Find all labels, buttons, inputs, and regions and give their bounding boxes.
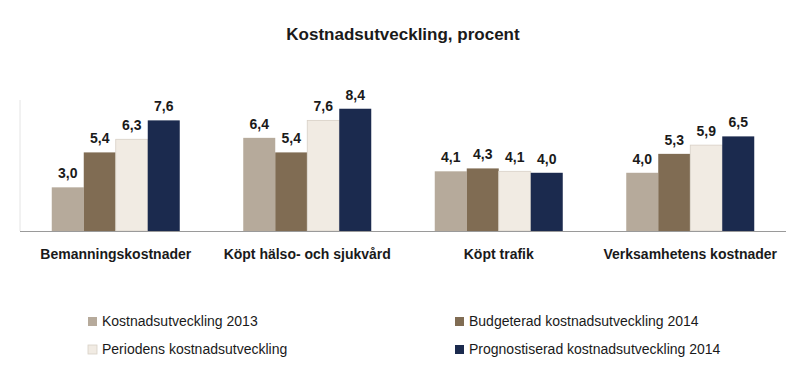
data-label: 5,4 xyxy=(90,130,110,146)
bar xyxy=(499,171,531,231)
category-axis-line xyxy=(20,231,786,232)
bar xyxy=(626,173,658,231)
legend-label: Kostnadsutveckling 2013 xyxy=(102,313,258,329)
data-label: 3,0 xyxy=(58,165,78,181)
bar xyxy=(435,171,467,231)
chart: Kostnadsutveckling, procent 3,0 5,4 6,3 7,6 6… xyxy=(0,0,806,376)
data-label: 5,4 xyxy=(282,130,302,146)
data-label: 7,6 xyxy=(154,98,174,114)
data-label: 6,4 xyxy=(250,116,270,132)
value-axis-line xyxy=(20,100,21,231)
bar xyxy=(148,120,180,231)
data-label: 4,3 xyxy=(473,146,493,162)
bar xyxy=(690,145,722,231)
category-label: Bemanningskostnader xyxy=(40,246,191,262)
bar xyxy=(52,187,84,231)
legend-label: Prognostiserad kostnadsutveckling 2014 xyxy=(469,341,721,357)
legend-label: Budgeterad kostnadsutveckling 2014 xyxy=(469,313,699,329)
bar xyxy=(658,154,690,231)
data-label: 7,6 xyxy=(314,98,334,114)
data-labels: 3,0 5,4 6,3 7,6 6,4 5,4 7,6 8,4 4,1 4,3 4,1 4,0 4,0 5… xyxy=(58,87,748,182)
bar xyxy=(467,168,499,231)
category-label: Köpt trafik xyxy=(464,246,534,262)
legend: Kostnadsutveckling 2013 Budgeterad kostna… xyxy=(88,313,721,357)
title: Kostnadsutveckling, procent xyxy=(286,25,520,44)
bar xyxy=(84,152,116,231)
bars xyxy=(52,109,755,231)
bar xyxy=(339,109,371,231)
category-label: Verksamhetens kostnader xyxy=(603,246,777,262)
data-label: 5,3 xyxy=(665,132,685,148)
bar xyxy=(275,152,307,231)
data-label: 4,0 xyxy=(537,151,557,167)
category-label: Köpt hälso- och sjukvård xyxy=(224,246,391,262)
legend-swatch xyxy=(455,345,464,354)
data-label: 6,3 xyxy=(122,117,142,133)
bar xyxy=(307,120,339,231)
data-label: 4,1 xyxy=(441,149,461,165)
legend-swatch xyxy=(455,317,464,326)
bar xyxy=(116,139,148,231)
data-label: 6,5 xyxy=(729,114,749,130)
bar xyxy=(243,138,275,231)
data-label: 8,4 xyxy=(346,87,366,103)
legend-swatch xyxy=(88,345,97,354)
legend-label: Periodens kostnadsutveckling xyxy=(102,341,287,357)
bar xyxy=(531,173,563,231)
data-label: 5,9 xyxy=(697,123,717,139)
data-label: 4,0 xyxy=(633,151,653,167)
legend-swatch xyxy=(88,317,97,326)
bar xyxy=(722,136,754,231)
data-label: 4,1 xyxy=(505,149,525,165)
